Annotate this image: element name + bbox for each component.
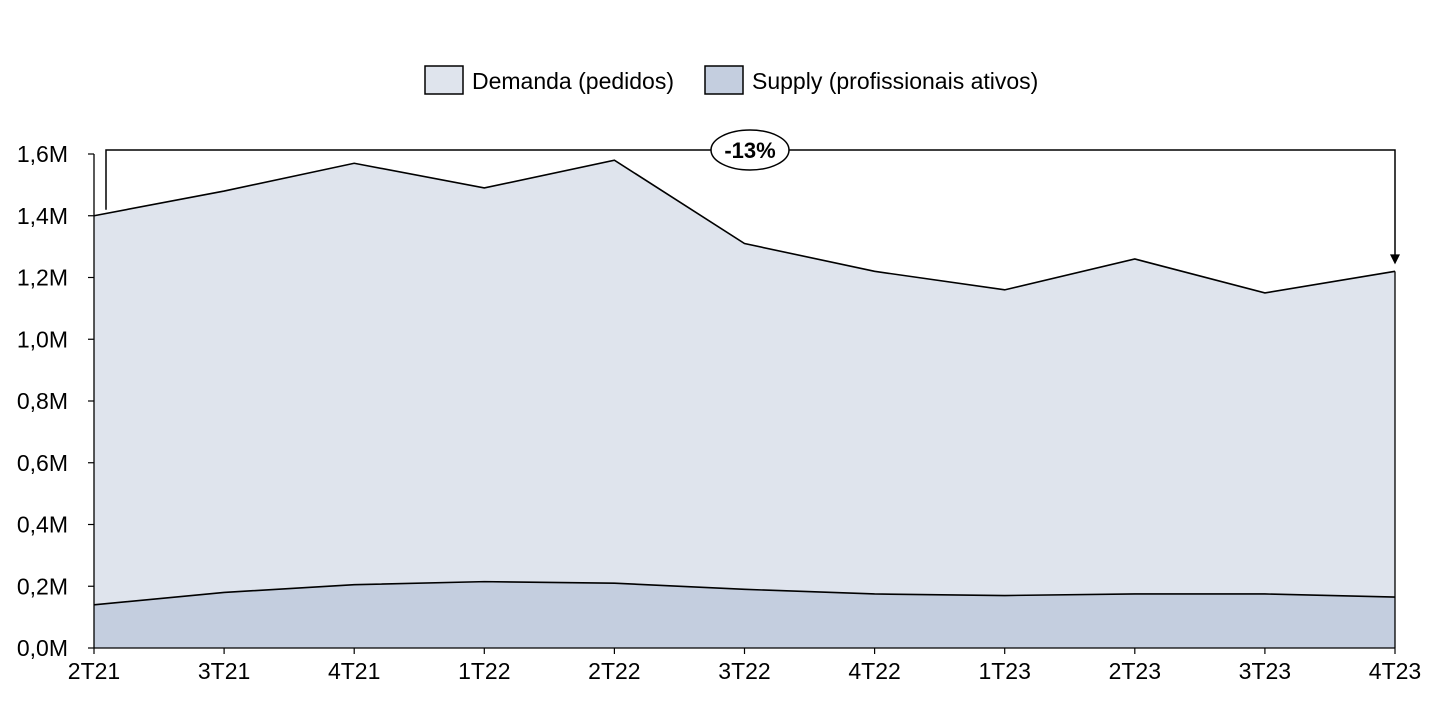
y-tick-label: 0,8M <box>17 388 68 414</box>
y-tick-label: 1,2M <box>17 265 68 291</box>
x-tick-label: 3T21 <box>198 658 250 684</box>
axes: 0,0M 0,2M 0,4M 0,6M 0,8M 1,0M 1,2M 1,4M 1,6M 2T21… <box>17 141 1421 684</box>
y-tick-label: 0,2M <box>17 573 68 599</box>
legend-label-supply: Supply (profissionais ativos) <box>752 68 1038 94</box>
x-tick-label: 4T23 <box>1369 658 1421 684</box>
series-line-1 <box>93 580 1396 606</box>
plot-area <box>93 159 1396 649</box>
x-tick-label: 2T21 <box>68 658 120 684</box>
legend-swatch-supply <box>704 65 744 95</box>
legend-label-demanda: Demanda (pedidos) <box>472 68 674 94</box>
x-tick-label: 1T23 <box>978 658 1030 684</box>
x-tick-label: 3T23 <box>1239 658 1291 684</box>
x-tick-label: 4T22 <box>848 658 900 684</box>
y-tick-label: 0,6M <box>17 450 68 476</box>
x-tick-label: 4T21 <box>328 658 380 684</box>
legend: Demanda (pedidos) Supply (profissionais … <box>424 65 1038 95</box>
y-tick-label: 0,0M <box>17 635 68 661</box>
annotation-arrow-icon <box>1390 254 1400 265</box>
y-tick-label: 1,0M <box>17 326 68 352</box>
x-tick-label: 2T23 <box>1109 658 1161 684</box>
change-annotation: -13% <box>105 129 1400 265</box>
series-line-0 <box>93 159 1396 294</box>
y-tick-label: 1,4M <box>17 203 68 229</box>
x-tick-label: 2T22 <box>588 658 640 684</box>
series-area-1 <box>94 581 1395 648</box>
y-tick-label: 0,4M <box>17 512 68 538</box>
series-area-0 <box>94 160 1395 649</box>
x-tick-label: 3T22 <box>718 658 770 684</box>
annotation-bubble <box>710 129 790 171</box>
annotation-label: -13% <box>724 138 775 163</box>
y-tick-label: 1,6M <box>17 141 68 167</box>
legend-swatch-demanda <box>424 65 464 95</box>
x-tick-label: 1T22 <box>458 658 510 684</box>
